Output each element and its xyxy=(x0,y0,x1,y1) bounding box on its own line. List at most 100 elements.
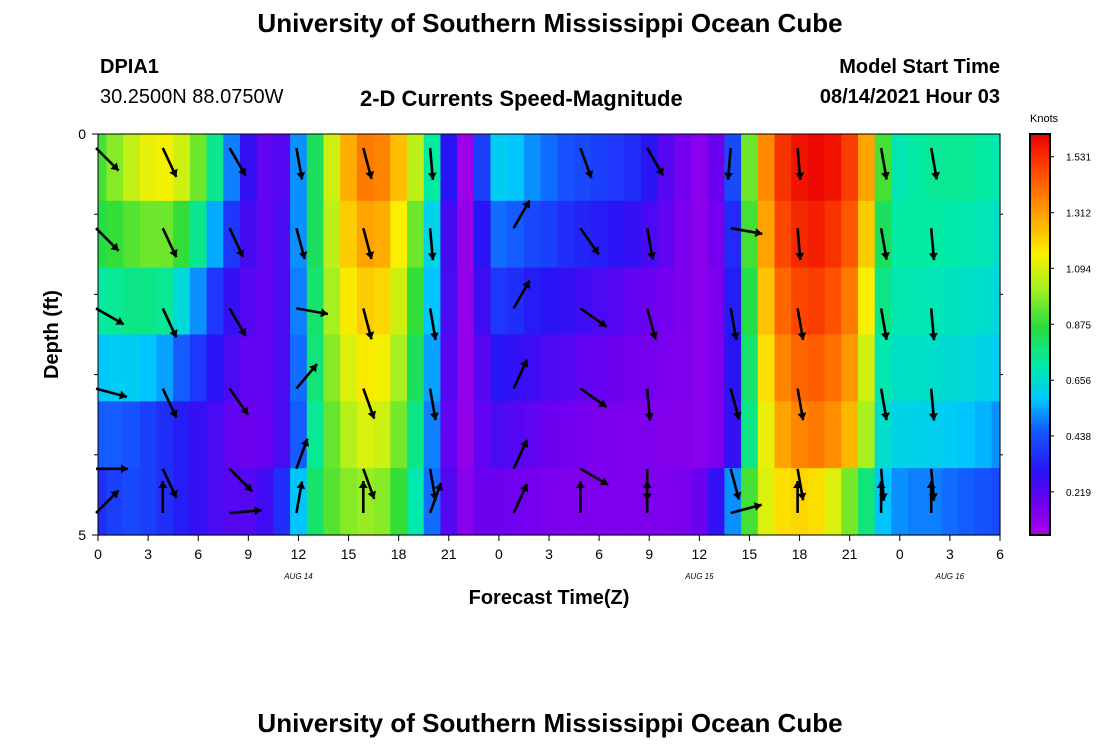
colorbar-segment xyxy=(1030,511,1050,516)
heat-cell xyxy=(774,200,792,269)
current-arrow-head xyxy=(434,482,443,491)
heat-cell xyxy=(473,200,492,269)
heat-cell xyxy=(607,267,625,336)
heat-cell xyxy=(123,134,141,202)
heat-cell xyxy=(824,200,842,269)
heat-cell xyxy=(640,267,659,336)
heat-cell xyxy=(908,334,926,402)
heat-cell xyxy=(290,267,308,336)
colorbar-segment xyxy=(1030,401,1050,406)
colorbar-segment xyxy=(1030,367,1050,372)
current-arrow-head xyxy=(158,481,168,488)
heat-cell xyxy=(523,267,542,336)
heat-cell xyxy=(340,200,358,269)
colorbar-segment xyxy=(1030,384,1050,389)
colorbar-segment xyxy=(1030,508,1050,513)
heat-cell xyxy=(156,134,174,202)
heat-cell xyxy=(807,334,826,402)
heat-cell xyxy=(741,200,759,269)
colorbar-segment xyxy=(1030,411,1050,416)
heat-cell xyxy=(991,468,1001,536)
colorbar-segment xyxy=(1030,464,1050,469)
colorbar-segment xyxy=(1030,404,1050,409)
colorbar-segment xyxy=(1030,498,1050,503)
colorbar-segment xyxy=(1030,484,1050,489)
heat-cell xyxy=(724,468,742,536)
heat-cell xyxy=(407,200,425,269)
current-arrow-head xyxy=(928,332,938,341)
current-arrow-head xyxy=(797,332,807,340)
current-arrow-head xyxy=(110,490,119,499)
heat-cell xyxy=(123,468,141,536)
colorbar-segment xyxy=(1030,237,1050,242)
colorbar-segment xyxy=(1030,240,1050,245)
current-arrow-head xyxy=(169,249,178,258)
heat-cell xyxy=(841,468,859,536)
heat-cell xyxy=(574,267,592,336)
current-arrow-head xyxy=(795,172,805,180)
colorbar: 0.219 0.438 0.656 0.875 1.094 1.312 1.531 xyxy=(1029,133,1091,536)
heat-cell xyxy=(173,267,191,336)
heat-cell xyxy=(323,200,341,269)
station-coords: 30.2500N 88.0750W xyxy=(100,86,284,108)
heat-cell xyxy=(757,134,776,202)
heat-cell xyxy=(924,267,943,336)
colorbar-segment xyxy=(1030,157,1050,162)
heat-cell xyxy=(991,200,1001,269)
colorbar-segment xyxy=(1030,501,1050,506)
x-tick-label: 15 xyxy=(742,546,758,562)
heat-cell xyxy=(473,267,492,336)
heat-cell xyxy=(958,468,976,536)
heat-cell xyxy=(98,401,107,469)
heat-cell xyxy=(98,134,107,202)
heat-cell xyxy=(624,468,642,536)
colorbar-segment xyxy=(1030,294,1050,299)
x-axis-label: Forecast Time(Z) xyxy=(469,587,630,609)
heat-cell xyxy=(323,468,341,536)
x-tick-label: 9 xyxy=(244,546,252,562)
colorbar-segment xyxy=(1030,408,1050,412)
colorbar-segment xyxy=(1030,444,1050,449)
heat-cell xyxy=(858,134,876,202)
heat-cell xyxy=(440,200,458,269)
heat-cell xyxy=(624,334,642,402)
heat-cell xyxy=(958,134,976,202)
colorbar-tick-label: 1.312 xyxy=(1066,209,1091,220)
colorbar-segment xyxy=(1030,150,1050,155)
y-axis-label: Depth (ft) xyxy=(41,290,63,379)
colorbar-tick-label: 0.219 xyxy=(1066,488,1091,499)
colorbar-segment xyxy=(1030,164,1050,169)
heat-cell xyxy=(908,200,926,269)
current-arrow-head xyxy=(599,477,609,486)
heat-cell xyxy=(156,267,174,336)
current-arrow-head xyxy=(115,317,124,325)
heat-cell xyxy=(340,401,358,469)
colorbar-segment xyxy=(1030,260,1050,265)
heat-cell xyxy=(306,468,325,536)
heat-cell xyxy=(440,468,458,536)
heat-cell xyxy=(991,134,1001,202)
colorbar-segment xyxy=(1030,197,1050,202)
heat-cell xyxy=(674,267,692,336)
current-arrow-head xyxy=(647,252,656,260)
heat-cell xyxy=(924,401,943,469)
heat-cell xyxy=(256,334,274,402)
heat-cell xyxy=(407,401,425,469)
x-tick-label: 0 xyxy=(495,546,503,562)
current-arrow-head xyxy=(296,481,306,490)
heat-cell xyxy=(457,200,475,269)
colorbar-segment xyxy=(1030,424,1050,429)
heat-cell xyxy=(540,468,558,536)
heat-cell xyxy=(507,267,525,336)
colorbar-segment xyxy=(1030,304,1050,309)
colorbar-segment xyxy=(1030,337,1050,342)
heatmap-cells xyxy=(98,134,1001,536)
heat-cell xyxy=(891,134,909,202)
heat-cell xyxy=(557,134,575,202)
current-arrow-head xyxy=(169,489,178,498)
heat-cell xyxy=(924,200,943,269)
heat-cell xyxy=(139,200,158,269)
current-arrow-head xyxy=(430,332,439,340)
colorbar-tick-label: 0.875 xyxy=(1066,320,1091,331)
